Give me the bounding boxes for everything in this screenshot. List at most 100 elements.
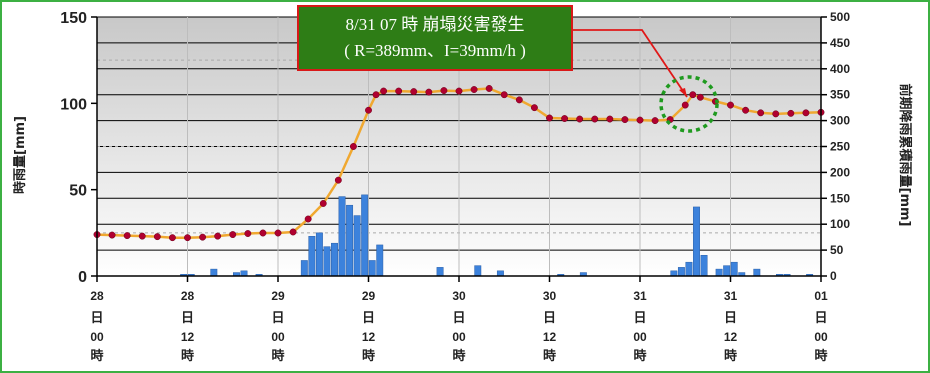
rain-bar (338, 196, 346, 277)
x-tick-label: 日 (181, 310, 194, 325)
accumulated-point (108, 231, 116, 239)
x-tick-label: 日 (633, 310, 646, 325)
accumulated-point (455, 87, 463, 95)
accumulated-point (440, 87, 448, 95)
accumulated-point (259, 229, 267, 237)
annotation-arrow-line (572, 29, 688, 98)
x-tick-label: 01 (814, 289, 828, 303)
accumulated-point (184, 234, 191, 242)
x-tick-label: 日 (452, 310, 465, 325)
accumulated-point (425, 88, 433, 96)
x-tick-label: 時 (724, 348, 737, 363)
x-tick-label: 時 (90, 348, 103, 363)
x-tick-label: 29 (271, 289, 285, 303)
accumulated-point (214, 232, 222, 240)
right-tick-label: 50 (830, 243, 844, 257)
x-tick-label: 00 (271, 330, 285, 344)
right-tick-label: 0 (830, 269, 837, 283)
rain-bar (436, 267, 444, 277)
rain-bar (700, 255, 708, 277)
x-axis-ticks: 28 日 00 時 28 日 12 時 29 日 00 時 29 日 12 時 30 日 00 時 30 日 12 時 31 日 0… (90, 276, 828, 363)
rain-bar (730, 261, 738, 277)
accumulated-point (651, 117, 659, 125)
accumulated-point (410, 88, 418, 96)
accumulated-point (787, 109, 795, 117)
x-tick-label: 29 (362, 289, 376, 303)
x-tick-label: 日 (724, 310, 737, 325)
x-tick-label: 日 (271, 310, 284, 325)
x-tick-label: 00 (633, 330, 647, 344)
x-tick-label: 12 (181, 330, 195, 344)
right-tick-label: 300 (830, 114, 850, 128)
rain-bar (474, 265, 482, 277)
x-tick-label: 30 (452, 289, 466, 303)
accumulated-point (274, 229, 282, 237)
x-tick-label: 時 (543, 348, 556, 363)
x-tick-label: 日 (90, 310, 103, 325)
accumulated-point (470, 86, 478, 93)
rain-bar (685, 261, 693, 277)
right-axis-label: 前期降雨累積雨量[mm] (897, 84, 913, 227)
x-tick-label: 12 (543, 330, 557, 344)
annotation-line1: 8/31 07 時 崩塌災害發生 (346, 15, 525, 34)
rain-bar (315, 232, 323, 277)
left-tick-label: 100 (60, 96, 87, 113)
rain-bar (693, 206, 700, 277)
accumulated-point (546, 114, 553, 122)
x-tick-label: 時 (633, 348, 646, 363)
x-tick-label: 31 (633, 289, 647, 303)
annotation-line2: ( R=389mm、I=39mm/h ) (344, 41, 526, 60)
accumulated-point (727, 101, 734, 109)
right-tick-label: 450 (830, 36, 850, 50)
rain-bar (361, 194, 369, 277)
accumulated-point (689, 91, 697, 99)
rain-bar (353, 215, 361, 277)
accumulated-point (606, 115, 614, 123)
accumulated-point (621, 116, 629, 124)
accumulated-point (123, 232, 131, 240)
accumulated-point (153, 233, 161, 241)
accumulated-point (334, 176, 342, 184)
accumulated-point (696, 93, 704, 101)
accumulated-point (138, 232, 146, 240)
right-tick-label: 100 (830, 217, 850, 231)
left-tick-label: 0 (78, 269, 87, 286)
rain-bar (677, 267, 685, 277)
accumulated-point (319, 200, 327, 207)
rain-bar (670, 270, 678, 277)
right-tick-label: 150 (830, 191, 850, 205)
x-tick-label: 時 (181, 348, 194, 363)
x-tick-label: 28 (90, 289, 104, 303)
rain-bar (300, 260, 308, 277)
left-axis-ticks: 0 50 100 150 (60, 10, 97, 286)
accumulated-point (591, 115, 599, 123)
event-annotation: 8/31 07 時 崩塌災害發生 ( R=389mm、I=39mm/h ) (297, 5, 573, 71)
x-tick-label: 時 (452, 348, 465, 363)
annotation-arrowhead (679, 88, 687, 97)
accumulated-point (485, 85, 493, 92)
x-tick-label: 時 (362, 348, 375, 363)
accumulated-point (372, 91, 380, 99)
rain-bar (210, 268, 218, 277)
rain-bar (715, 268, 723, 277)
rain-bar (308, 236, 316, 277)
accumulated-point (636, 116, 644, 124)
accumulated-point (530, 104, 538, 112)
accumulated-point (515, 96, 523, 104)
accumulated-point (380, 87, 388, 95)
rain-bar (376, 244, 384, 277)
accumulated-point (395, 87, 403, 95)
accumulated-point (199, 233, 207, 241)
highlight-circle (659, 75, 719, 133)
accumulated-point (757, 109, 765, 117)
x-tick-label: 12 (724, 330, 738, 344)
rain-bar (323, 246, 331, 277)
x-tick-label: 00 (814, 330, 828, 344)
right-tick-label: 200 (830, 165, 850, 179)
accumulated-point (229, 231, 237, 239)
right-tick-label: 250 (830, 140, 850, 154)
rain-bar (723, 265, 731, 277)
x-tick-label: 日 (543, 310, 556, 325)
right-tick-label: 350 (830, 88, 850, 102)
accumulated-point (500, 91, 508, 99)
